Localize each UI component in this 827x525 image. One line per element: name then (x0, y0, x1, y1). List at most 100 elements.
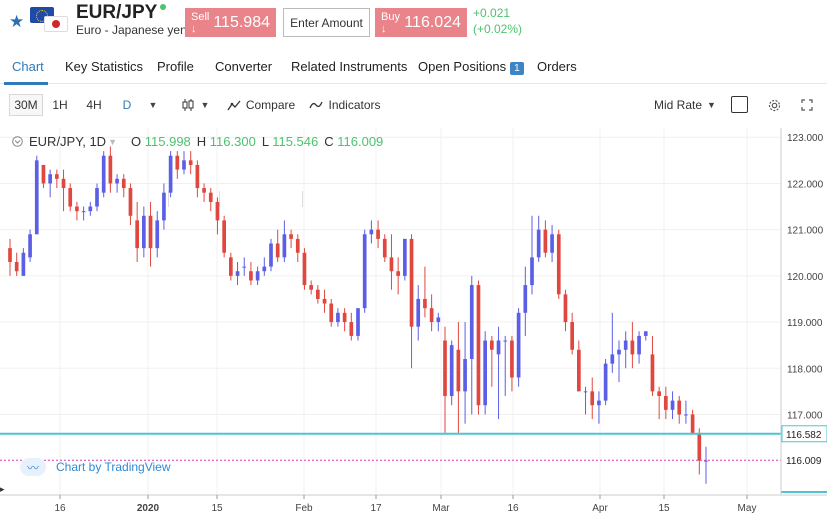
tab-key-statistics[interactable]: Key Statistics (65, 59, 144, 74)
sell-button[interactable]: Sell ↓ 115.984 (185, 8, 276, 37)
interval-d[interactable]: D (122, 98, 132, 112)
time-tick-label: 15 (658, 503, 670, 514)
candle-body (623, 340, 628, 350)
candle-body (583, 391, 588, 393)
candle-body (215, 201, 220, 221)
buy-button[interactable]: Buy ↓ 116.024 (375, 8, 467, 37)
compare-button[interactable]: Compare (226, 94, 296, 116)
interval-dropdown-chevron-icon[interactable]: ▼ (148, 100, 158, 110)
tradingview-watermark[interactable]: 〰 Chart by TradingView (20, 458, 171, 476)
price-tick-label: 122.000 (787, 179, 824, 190)
candle-body (342, 312, 347, 323)
candle-body (316, 289, 320, 299)
candle-body (690, 414, 695, 433)
candle-body (168, 155, 173, 193)
price-chart[interactable]: 116.582 116.009 ▸ 123.000 122.000 121.000 120… (0, 128, 827, 525)
candle-body (376, 229, 380, 239)
candle-body (443, 340, 447, 396)
tab-chart[interactable]: Chart (12, 59, 44, 74)
candle-body (142, 215, 146, 249)
legend-low: L 115.546 (261, 134, 319, 149)
compare-icon (227, 100, 241, 111)
last-price-tag (782, 452, 827, 469)
candle-body (449, 345, 454, 396)
candle-body (208, 192, 213, 202)
time-axis[interactable]: 16 2020 15 Feb 17 Mar 16 Apr 15 May (54, 495, 756, 514)
candle-body (128, 188, 133, 216)
horizontal-price-lines: 116.582 116.009 ▸ (0, 425, 827, 494)
change-absolute: +0.021 (473, 6, 511, 20)
tab-orders[interactable]: Orders (537, 59, 577, 74)
candle-body (483, 340, 487, 406)
toolbar-divider (219, 191, 220, 207)
buy-label: Buy ↓ (381, 10, 400, 35)
candle-body (637, 335, 641, 355)
candle-body (657, 391, 661, 396)
amount-input[interactable]: Enter Amount (283, 8, 370, 37)
candle-body (48, 174, 52, 184)
candle-body (329, 303, 334, 323)
candle-body (182, 160, 186, 170)
candle-body (650, 354, 655, 392)
candle-body (55, 174, 59, 179)
candle-body (155, 220, 160, 249)
candle-body (28, 234, 32, 258)
ohlc-legend: EUR/JPY, 1D ▼ O 115.998 H 116.300 L 115.… (12, 134, 383, 149)
candle-body (664, 395, 668, 410)
candle-body (409, 238, 414, 327)
candle-body (496, 340, 501, 355)
price-tick-label: 123.000 (787, 133, 824, 144)
candle-body (556, 234, 561, 295)
compare-label: Compare (245, 98, 296, 112)
candle-body (135, 220, 139, 249)
interval-4h[interactable]: 4H (86, 98, 102, 112)
price-type-select[interactable]: Mid Rate ▼ (650, 94, 720, 116)
candle-body (382, 238, 387, 258)
candle-body (643, 331, 648, 336)
time-tick-label: 16 (54, 503, 66, 514)
interval-1h[interactable]: 1H (52, 98, 68, 112)
candle-body (8, 248, 12, 262)
candle-body (302, 252, 307, 286)
instrument-header: ★ EUR/JPY Euro - Japanese yen Sell ↓ 115… (0, 0, 827, 46)
fullscreen-icon[interactable] (798, 94, 816, 116)
candle-body (269, 243, 273, 267)
candle-body (75, 206, 79, 212)
candle-body (456, 349, 461, 392)
expand-icon (801, 99, 813, 111)
candle-body (295, 238, 300, 253)
tab-converter[interactable]: Converter (215, 59, 273, 74)
candle-body (510, 340, 514, 378)
tab-related-instruments[interactable]: Related Instruments (291, 59, 408, 74)
candle-body (262, 266, 267, 272)
candle-body (389, 257, 394, 272)
candle-body (516, 312, 521, 378)
indicators-button[interactable]: Indicators (309, 94, 381, 116)
sell-price: 115.984 (213, 13, 270, 31)
legend-dropdown-icon[interactable]: ▼ (108, 136, 117, 147)
japan-flag-icon (44, 16, 68, 32)
candle-body (550, 234, 554, 253)
scroll-arrow-icon[interactable]: ▸ (0, 484, 5, 494)
candle-body (543, 229, 548, 253)
candle-body (429, 308, 434, 323)
candlestick-icon (182, 99, 194, 111)
candle-body (463, 359, 467, 392)
tab-profile[interactable]: Profile (157, 59, 194, 74)
candle-body (162, 192, 166, 221)
price-axis[interactable]: 123.000 122.000 121.000 120.000 119.000 118.0… (787, 133, 824, 421)
time-tick-label: May (738, 503, 757, 514)
candle-body (14, 261, 19, 272)
price-type-label: Mid Rate (654, 98, 703, 112)
tradingview-logo-icon: 〰 (20, 458, 46, 476)
candle-body (362, 234, 367, 309)
chart-options-checkbox[interactable] (731, 96, 748, 113)
candle-body (61, 178, 66, 189)
collapse-chevron-icon[interactable] (12, 136, 23, 147)
candle-body (577, 349, 581, 392)
tab-open-positions[interactable]: Open Positions 1 (418, 59, 524, 75)
chart-type-button[interactable]: ▼ (176, 94, 214, 116)
settings-gear-icon[interactable] (765, 94, 783, 116)
interval-30m[interactable]: 30M (9, 94, 43, 116)
star-icon[interactable]: ★ (9, 12, 25, 31)
